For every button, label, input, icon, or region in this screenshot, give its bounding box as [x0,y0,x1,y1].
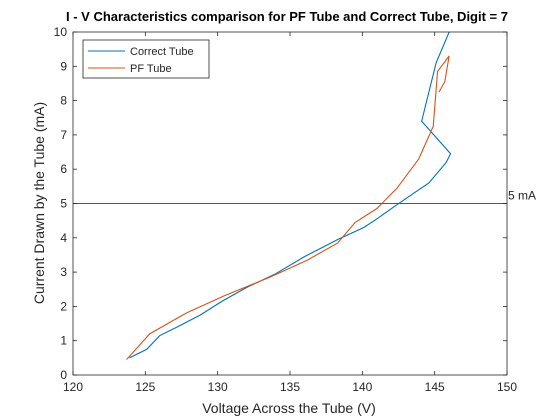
x-tick-layer: 120 125 130 135 140 145 150 [63,32,517,394]
y-axis-label: Current Drawn by the Tube (mA) [31,102,47,304]
reference-line-label: 5 mA [508,189,536,203]
series-layer [126,31,452,360]
x-tick-label: 145 [425,380,445,394]
y-tick-label: 3 [60,265,67,279]
y-tick-label: 9 [60,59,67,73]
series-line-1 [126,55,450,360]
series-line-0 [129,31,452,359]
y-tick-label: 8 [60,94,67,108]
legend-box [82,39,210,79]
legend-label-pf-tube: PF Tube [130,63,172,75]
x-axis-label: Voltage Across the Tube (V) [202,400,376,416]
y-tick-label: 7 [60,128,67,142]
x-tick-label: 120 [63,380,83,394]
legend: Correct Tube PF Tube [82,39,210,79]
reference-line-layer: 5 mA [73,189,536,204]
y-tick-label: 0 [60,368,67,382]
x-tick-label: 140 [352,380,372,394]
x-tick-label: 130 [208,380,228,394]
x-tick-label: 125 [135,380,155,394]
x-tick-label: 150 [497,380,517,394]
x-tick-label: 135 [280,380,300,394]
chart-title: I - V Characteristics comparison for PF … [66,9,508,24]
y-tick-layer: 0 1 2 3 4 5 6 7 8 9 10 [54,25,507,382]
y-tick-label: 1 [60,334,67,348]
y-tick-label: 6 [60,162,67,176]
y-tick-label: 5 [60,197,67,211]
y-tick-label: 4 [60,231,67,245]
y-tick-label: 10 [54,25,68,39]
y-tick-label: 2 [60,299,67,313]
legend-label-correct-tube: Correct Tube [130,46,194,58]
